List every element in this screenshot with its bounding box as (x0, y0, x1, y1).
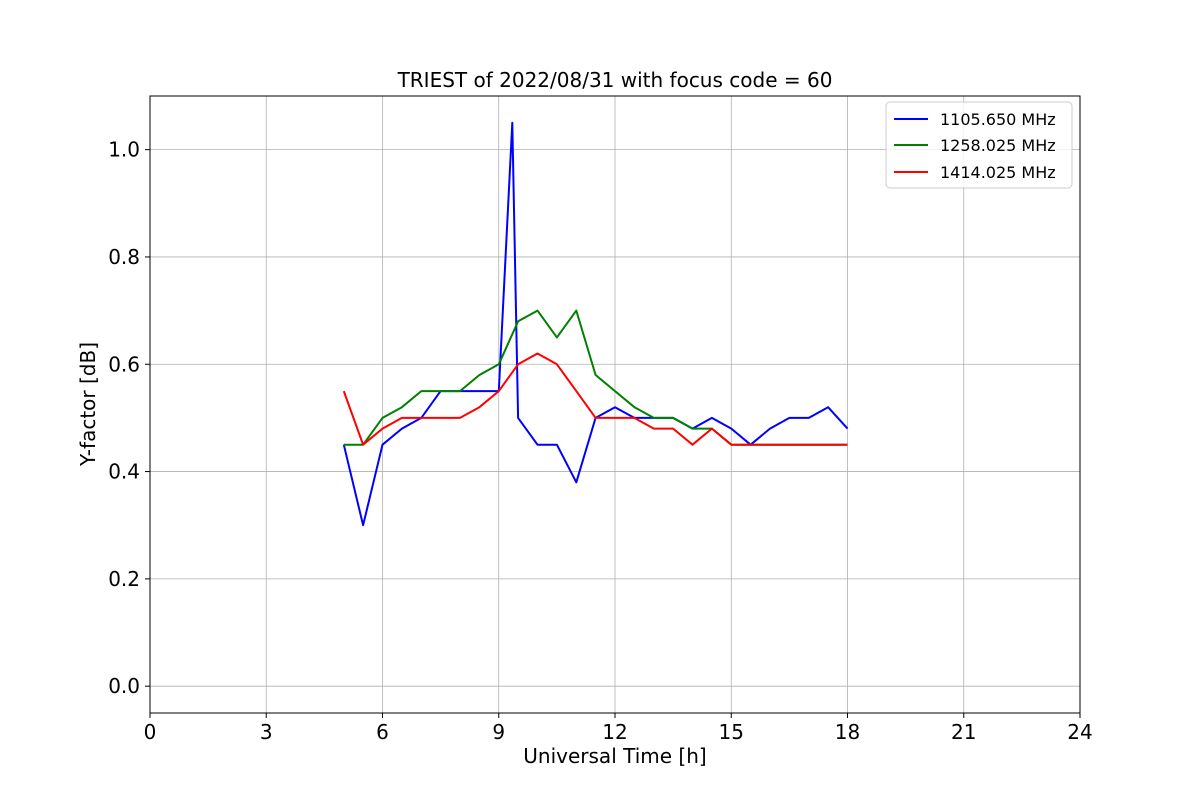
x-tick-label: 15 (719, 720, 744, 744)
legend: 1105.650 MHz 1258.025 MHz 1414.025 MHz (885, 101, 1073, 189)
x-tick-label: 0 (144, 720, 157, 744)
legend-label-1105: 1105.650 MHz (940, 110, 1056, 129)
y-tick-label: 1.0 (108, 138, 140, 162)
x-tick-label: 3 (260, 720, 273, 744)
x-tick-label: 9 (492, 720, 505, 744)
series-line-2 (342, 352, 848, 446)
series-line-0 (342, 121, 849, 527)
y-tick-label: 0.8 (108, 245, 140, 269)
legend-label-1258: 1258.025 MHz (940, 136, 1056, 155)
ticks: 0 3 6 9 12 15 18 21 24 0.0 0.2 0.4 0.6 0.8 1.0 (108, 138, 1093, 744)
y-tick-label: 0.2 (108, 567, 140, 591)
series-group (342, 121, 849, 527)
x-tick-label: 21 (951, 720, 976, 744)
y-tick-label: 0.0 (108, 674, 140, 698)
legend-label-1414: 1414.025 MHz (940, 163, 1056, 182)
x-tick-label: 6 (376, 720, 389, 744)
x-tick-label: 18 (835, 720, 860, 744)
x-tick-label: 24 (1067, 720, 1092, 744)
y-tick-label: 0.6 (108, 352, 140, 376)
y-axis-label: Y-factor [dB] (76, 342, 100, 467)
y-tick-label: 0.4 (108, 460, 140, 484)
legend-box (885, 101, 1073, 189)
x-axis-label: Universal Time [h] (523, 744, 706, 768)
x-tick-label: 12 (602, 720, 627, 744)
chart-title: TRIEST of 2022/08/31 with focus code = 6… (397, 68, 833, 92)
